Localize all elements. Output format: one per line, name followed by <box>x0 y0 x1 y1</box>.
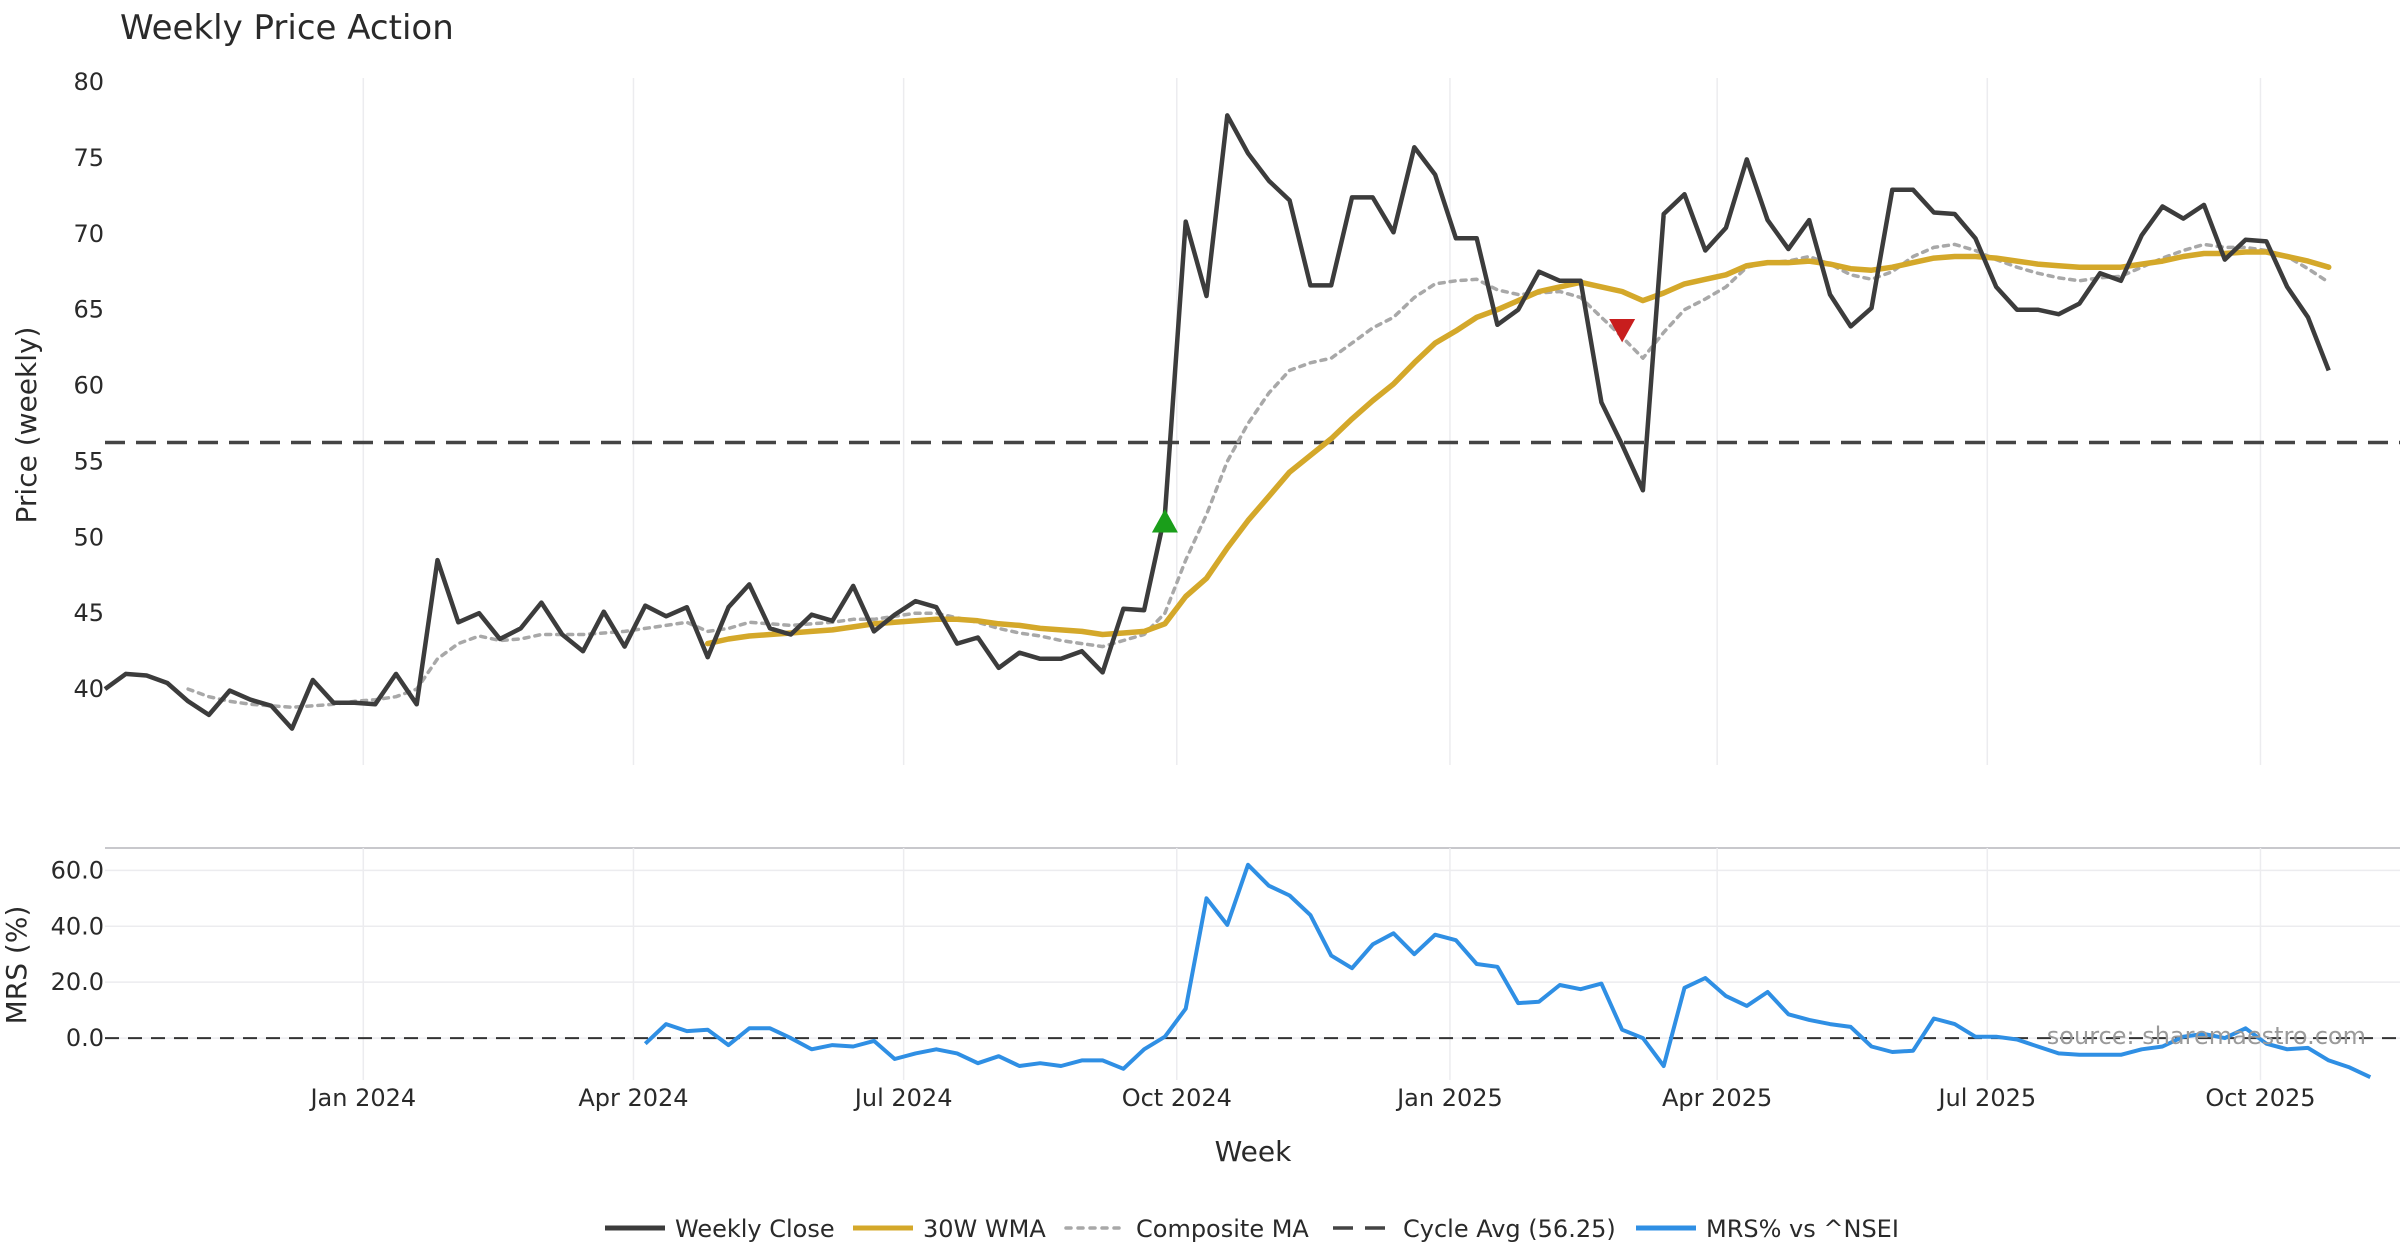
x-tick-label: Jul 2024 <box>853 1084 953 1112</box>
x-tick-label: Oct 2024 <box>1122 1084 1232 1112</box>
x-axis: Jan 2024 Apr 2024 Jul 2024 Oct 2024 Jan 2025… <box>308 1084 2315 1112</box>
price-y-tick-label: 70 <box>73 220 104 248</box>
price-panel: 40 45 50 55 60 65 70 75 80 Price (weekly) <box>10 68 2400 765</box>
legend-item: Cycle Avg (56.25) <box>1333 1215 1616 1243</box>
price-y-tick-label: 65 <box>73 296 104 324</box>
x-tick-label: Oct 2025 <box>2205 1084 2315 1112</box>
chart-title: Weekly Price Action <box>120 8 454 48</box>
price-y-tick-label: 45 <box>73 599 104 627</box>
legend-label: MRS% vs ^NSEI <box>1706 1215 1899 1243</box>
x-tick-label: Jan 2024 <box>308 1084 416 1112</box>
price-y-tick-label: 75 <box>73 144 104 172</box>
legend-label: Composite MA <box>1136 1215 1309 1243</box>
signal-markers <box>1151 318 1636 533</box>
price-y-tick-label: 80 <box>73 68 104 96</box>
price-y-tick-label: 55 <box>73 447 104 475</box>
legend: Weekly Close 30W WMA Composite MA Cycle Avg… <box>605 1215 1899 1243</box>
buy-signal-marker <box>1151 509 1178 533</box>
legend-label: Cycle Avg (56.25) <box>1403 1215 1616 1243</box>
legend-item: 30W WMA <box>853 1215 1046 1243</box>
mrs-y-tick-label: 40.0 <box>51 912 104 940</box>
x-tick-label: Jul 2025 <box>1936 1084 2036 1112</box>
wma-30w-line <box>704 249 2332 647</box>
price-y-axis: 40 45 50 55 60 65 70 75 80 <box>73 68 104 703</box>
watermark-text: source: sharemaestro.com <box>2047 1022 2366 1050</box>
mrs-panel: 0.0 20.0 40.0 60.0 MRS (%) source: sharemae… <box>0 847 2400 1080</box>
mrs-y-tick-label: 0.0 <box>66 1024 104 1052</box>
price-y-axis-title: Price (weekly) <box>10 327 43 524</box>
x-axis-title: Week <box>1215 1135 1292 1168</box>
price-gridlines <box>362 78 2262 765</box>
legend-item: MRS% vs ^NSEI <box>1636 1215 1899 1243</box>
mrs-line <box>643 862 2372 1080</box>
legend-item: Composite MA <box>1064 1215 1309 1243</box>
mrs-y-tick-label: 20.0 <box>51 968 104 996</box>
legend-label: Weekly Close <box>675 1215 835 1243</box>
price-y-tick-label: 60 <box>73 372 104 400</box>
price-y-tick-label: 50 <box>73 523 104 551</box>
sell-signal-marker <box>1609 318 1636 343</box>
legend-label: 30W WMA <box>923 1215 1046 1243</box>
x-tick-label: Apr 2024 <box>578 1084 688 1112</box>
mrs-y-tick-label: 60.0 <box>51 856 104 884</box>
mrs-y-axis-title: MRS (%) <box>0 906 33 1025</box>
weekly-close-line <box>103 113 2331 731</box>
legend-item: Weekly Close <box>605 1215 835 1243</box>
price-y-tick-label: 40 <box>73 675 104 703</box>
x-tick-label: Jan 2025 <box>1395 1084 1503 1112</box>
composite-ma-line <box>186 242 2331 710</box>
mrs-y-axis: 0.0 20.0 40.0 60.0 <box>51 856 104 1052</box>
x-tick-label: Apr 2025 <box>1662 1084 1772 1112</box>
